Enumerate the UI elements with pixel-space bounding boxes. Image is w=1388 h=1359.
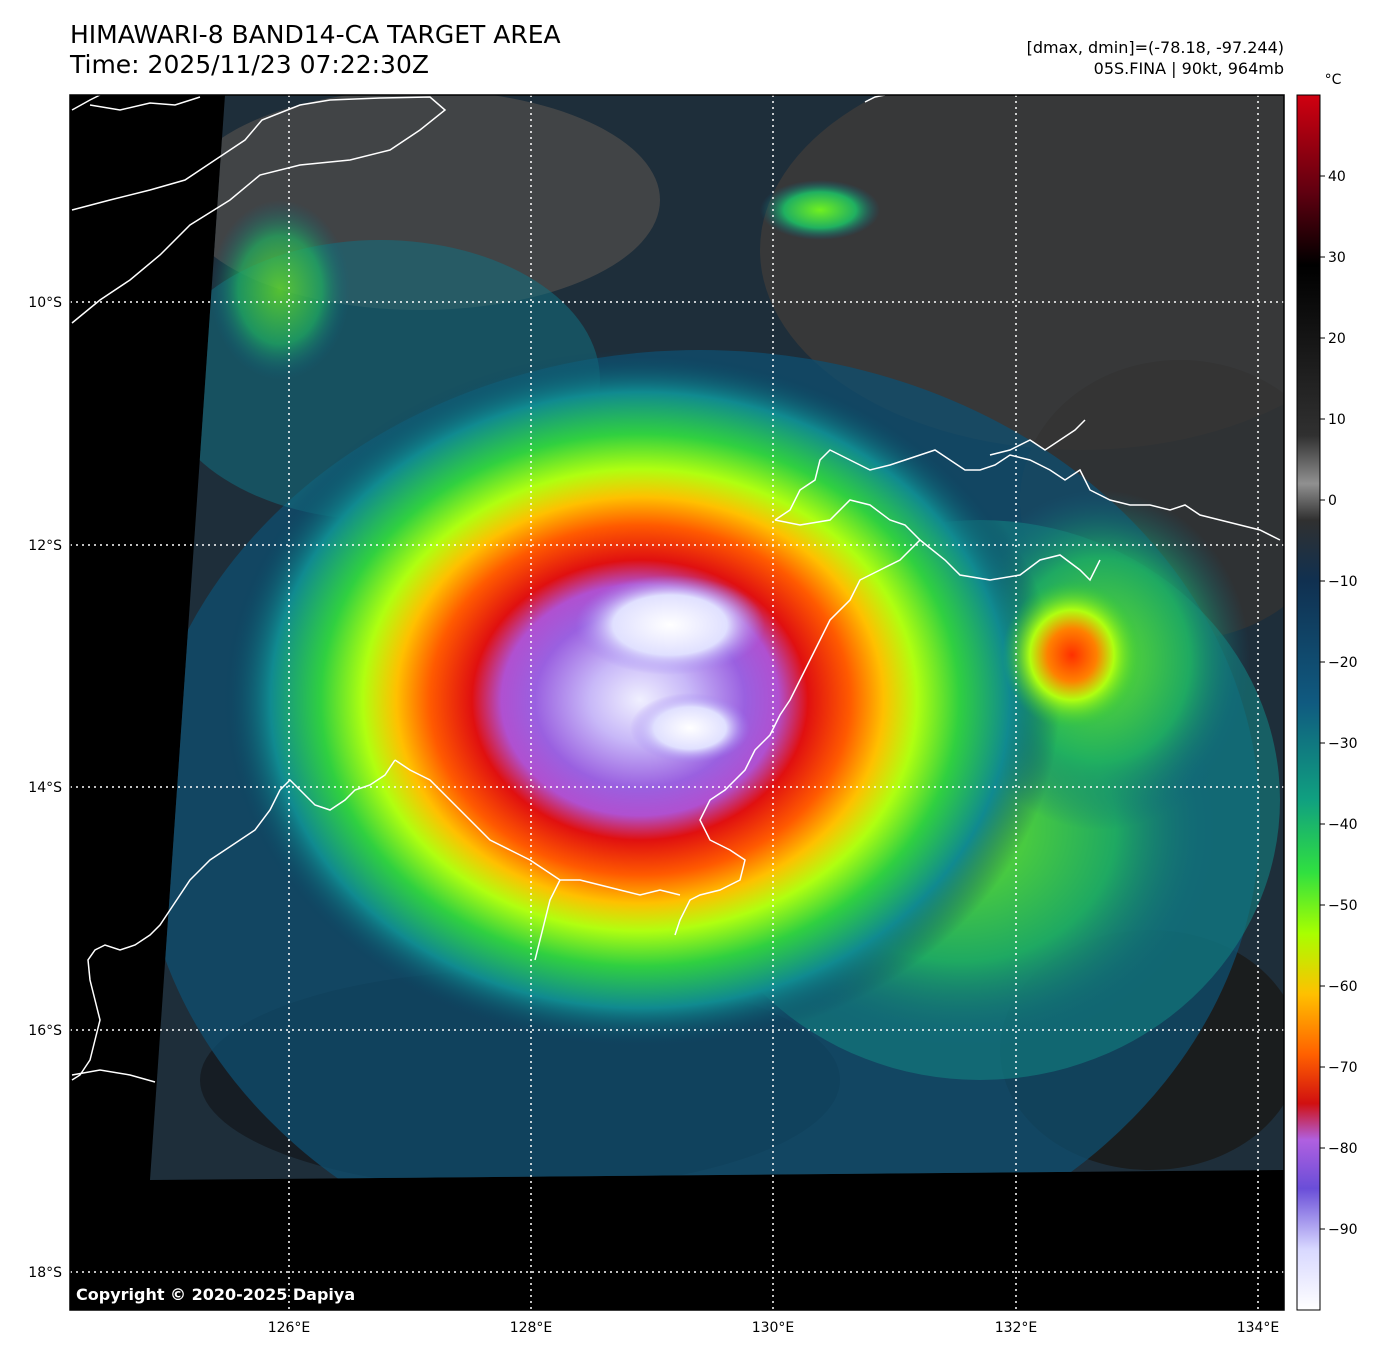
map-frame bbox=[69, 94, 1285, 1311]
colorbar-tick-label: 0 bbox=[1328, 493, 1337, 509]
colorbar-tick-label: −60 bbox=[1328, 979, 1358, 995]
copyright-text: Copyright © 2020-2025 Dapiya bbox=[76, 1285, 355, 1304]
coastlines bbox=[71, 95, 1281, 1083]
lon-label: 126°E bbox=[268, 1320, 311, 1336]
colorbar-tick-label: −70 bbox=[1328, 1060, 1358, 1076]
title-line: HIMAWARI-8 BAND14-CA TARGET AREA bbox=[70, 20, 561, 49]
colorbar-tick-label: −10 bbox=[1328, 574, 1358, 590]
lat-label: 10°S bbox=[28, 295, 62, 311]
lon-label: 132°E bbox=[995, 1320, 1038, 1336]
colorbar-scale bbox=[1296, 94, 1321, 1311]
satellite-imagery bbox=[150, 95, 1284, 1180]
chart-title: HIMAWARI-8 BAND14-CA TARGET AREA Time: 2… bbox=[70, 20, 561, 80]
lat-label: 16°S bbox=[28, 1023, 62, 1039]
lon-label: 130°E bbox=[752, 1320, 795, 1336]
lat-label: 12°S bbox=[28, 538, 62, 554]
colorbar-tick-label: −90 bbox=[1328, 1222, 1358, 1238]
time-line: Time: 2025/11/23 07:22:30Z bbox=[70, 50, 429, 79]
colorbar-tick-label: 10 bbox=[1328, 412, 1346, 428]
longitude-labels: 126°E 128°E 130°E 132°E 134°E bbox=[268, 1320, 1280, 1336]
colorbar: °C 40 30 20 10 0 −10 −20 −30 −40 −50 −60 −70 −80 −90 bbox=[1296, 72, 1358, 1311]
storm-text: 05S.FINA | 90kt, 964mb bbox=[1093, 59, 1284, 78]
colorbar-tick-label: 40 bbox=[1328, 169, 1346, 185]
dminmax-text: [dmax, dmin]=(-78.18, -97.244) bbox=[1026, 38, 1284, 57]
storm-info: [dmax, dmin]=(-78.18, -97.244) 05S.FINA … bbox=[1027, 37, 1284, 79]
latitude-labels: 10°S 12°S 14°S 16°S 18°S bbox=[28, 295, 62, 1281]
lat-label: 14°S bbox=[28, 780, 62, 796]
lon-label: 134°E bbox=[1237, 1320, 1280, 1336]
colorbar-tick-label: 30 bbox=[1328, 250, 1346, 266]
colorbar-tick-label: −80 bbox=[1328, 1141, 1358, 1157]
lon-label: 128°E bbox=[510, 1320, 553, 1336]
lat-label: 18°S bbox=[28, 1265, 62, 1281]
graticule bbox=[70, 95, 1284, 1310]
colorbar-tick-label: 20 bbox=[1328, 331, 1346, 347]
colorbar-tick-label: −40 bbox=[1328, 817, 1358, 833]
colorbar-unit: °C bbox=[1325, 72, 1342, 88]
colorbar-tick-label: −30 bbox=[1328, 736, 1358, 752]
colorbar-tick-label: −50 bbox=[1328, 898, 1358, 914]
colorbar-tick-label: −20 bbox=[1328, 655, 1358, 671]
colorbar-ticks: 40 30 20 10 0 −10 −20 −30 −40 −50 −60 −70 −80 −90 bbox=[1320, 169, 1358, 1238]
